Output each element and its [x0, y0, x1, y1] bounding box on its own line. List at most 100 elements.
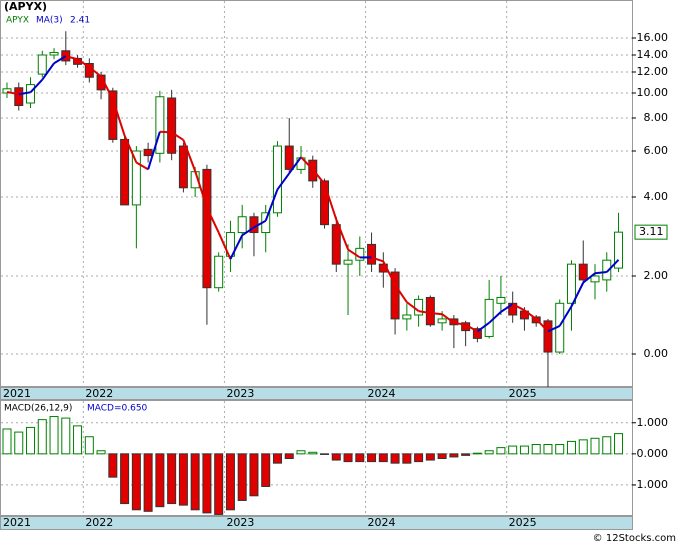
ma-segment — [535, 318, 549, 333]
macd-bar — [519, 445, 529, 455]
macd-bar — [178, 453, 188, 506]
macd-bar — [531, 444, 541, 455]
macd-bar — [190, 453, 200, 511]
ma-segment — [65, 55, 78, 61]
last-price-box — [634, 224, 668, 240]
macd-bar — [37, 419, 47, 455]
ma-segment — [6, 90, 19, 96]
macd-bar — [508, 445, 518, 455]
candle-body — [155, 96, 165, 154]
y-tick-label: -1.000 — [633, 478, 668, 491]
macd-bar — [590, 437, 600, 455]
candle-body — [26, 84, 36, 104]
macd-bar — [578, 439, 588, 455]
macd-bar — [555, 444, 565, 455]
macd-bar — [261, 453, 271, 487]
macd-panel — [0, 400, 633, 516]
candle-body — [320, 180, 330, 226]
candle-body — [614, 231, 624, 269]
macd-bar — [308, 451, 318, 455]
ma-segment — [394, 284, 408, 303]
ma-segment — [264, 189, 279, 222]
ma-segment — [347, 248, 361, 259]
ma-segment — [311, 168, 326, 185]
macd-bar — [284, 453, 294, 459]
y-tick-label: 6.00 — [644, 144, 669, 157]
y-tick-label: 10.00 — [637, 86, 669, 99]
macd-bar — [143, 453, 153, 512]
candle-body — [414, 298, 424, 316]
macd-bar — [296, 450, 306, 455]
macd-bar — [437, 453, 447, 459]
candle-body — [178, 145, 188, 189]
candle-body — [578, 263, 588, 281]
y-tick-label: 0.00 — [644, 347, 669, 360]
macd-bar — [614, 433, 624, 455]
macd-bar — [272, 453, 282, 464]
footer: © 12Stocks.com — [593, 533, 676, 544]
ma-segment — [147, 131, 161, 170]
ma-segment — [371, 256, 384, 263]
candle-body — [167, 97, 177, 154]
ma-segment — [594, 271, 607, 275]
candle-body — [508, 302, 518, 316]
candle-body — [272, 145, 282, 214]
x-tick-label: 2021 — [3, 387, 31, 400]
ma-segment — [430, 312, 443, 316]
legend-entry: MA(3) — [36, 16, 63, 26]
candle-body — [61, 50, 71, 62]
ma-segment — [488, 311, 502, 324]
price-panel — [0, 0, 633, 387]
legend-entry: APYX — [6, 16, 29, 26]
ma-segment — [418, 310, 431, 315]
ma-segment — [88, 66, 102, 78]
ma-segment — [406, 301, 420, 312]
macd-bar — [61, 417, 71, 455]
x-tick-label: 2023 — [226, 387, 254, 400]
macd-bar — [414, 453, 424, 463]
ma-segment — [217, 232, 232, 260]
macd-bar — [343, 453, 353, 463]
macd-bar — [14, 431, 24, 455]
date-strip — [0, 387, 633, 400]
candle-body — [284, 145, 294, 170]
ma-segment — [606, 259, 620, 273]
macd-bar — [26, 426, 36, 455]
chart-title: (APYX) — [4, 0, 47, 13]
candle-body — [602, 259, 612, 281]
macd-bar — [131, 453, 141, 511]
ma-segment — [135, 161, 149, 171]
x-tick-label: 2024 — [368, 387, 396, 400]
candle-body — [131, 150, 141, 206]
candle-body — [37, 54, 47, 75]
candle-body — [496, 296, 506, 304]
y-tick-label: 16.00 — [637, 31, 669, 44]
ma-segment — [441, 313, 455, 324]
ma-segment — [276, 172, 291, 190]
macd-bar — [2, 428, 12, 455]
legend-value: 2.41 — [70, 16, 90, 26]
ma-segment — [523, 309, 537, 320]
macd-bar — [202, 453, 212, 514]
ma-segment — [453, 321, 466, 326]
macd-bar — [425, 453, 435, 461]
candle-body — [484, 298, 494, 337]
candle-body — [590, 275, 600, 283]
ma-segment — [182, 139, 197, 172]
candle-body — [225, 232, 235, 257]
macd-bar — [449, 453, 459, 458]
y-tick-label: 0.000 — [637, 447, 669, 460]
x-tick-label: 2024 — [368, 516, 396, 529]
ma-segment — [206, 207, 220, 233]
macd-bar — [367, 453, 377, 463]
macd-title: MACD(26,12,9) — [4, 404, 72, 414]
macd-bar — [390, 453, 400, 464]
x-tick-label: 2023 — [226, 516, 254, 529]
macd-bar — [461, 453, 471, 456]
candle-body — [343, 259, 353, 265]
candle-body — [202, 168, 212, 289]
macd-bar — [472, 452, 482, 455]
candle-body — [402, 314, 412, 320]
ma-segment — [465, 323, 478, 333]
ma-segment — [500, 303, 514, 313]
